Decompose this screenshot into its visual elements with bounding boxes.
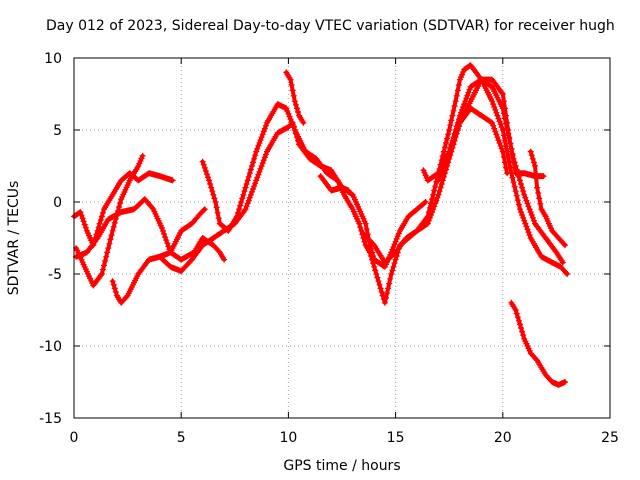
x-tick-label: 25 bbox=[601, 430, 619, 446]
series-track-8 bbox=[317, 173, 429, 270]
y-tick-label: -5 bbox=[48, 267, 62, 283]
y-tick-label: 0 bbox=[53, 195, 62, 211]
series-line bbox=[509, 300, 567, 387]
y-axis-label: SDTVAR / TECUs bbox=[6, 181, 22, 296]
series-track-11 bbox=[435, 76, 547, 184]
x-tick-label: 20 bbox=[494, 430, 512, 446]
plot-series bbox=[71, 62, 571, 388]
x-tick-label: 5 bbox=[177, 430, 186, 446]
series-line bbox=[157, 120, 351, 274]
y-tick-label: -10 bbox=[39, 339, 62, 355]
series-track-7 bbox=[283, 69, 307, 126]
series-markers bbox=[435, 76, 547, 184]
y-tick-label: 5 bbox=[53, 123, 62, 139]
series-markers bbox=[317, 173, 429, 270]
series-track-13 bbox=[508, 299, 568, 388]
series-markers bbox=[508, 299, 568, 388]
chart-title: Day 012 of 2023, Sidereal Day-to-day VTE… bbox=[46, 18, 615, 34]
plot-frame bbox=[73, 57, 611, 419]
y-tick-label: 10 bbox=[44, 51, 62, 67]
series-markers bbox=[156, 119, 352, 275]
series-track-2 bbox=[73, 152, 146, 289]
series-track-12 bbox=[527, 148, 568, 249]
series-markers bbox=[109, 206, 208, 306]
x-tick-label: 10 bbox=[279, 430, 297, 446]
x-tick-label: 15 bbox=[387, 430, 405, 446]
series-markers bbox=[283, 69, 307, 126]
tick-labels: 0 5 10 15 20 25 -15 -10 -5 0 5 10 bbox=[39, 51, 619, 446]
y-tick-label: -15 bbox=[39, 411, 62, 427]
series-track-4 bbox=[109, 206, 208, 306]
x-tick-label: 0 bbox=[70, 430, 79, 446]
series-markers bbox=[527, 148, 568, 249]
x-axis-label: GPS time / hours bbox=[283, 458, 400, 474]
series-track-5 bbox=[156, 119, 352, 275]
series-markers bbox=[73, 152, 146, 289]
